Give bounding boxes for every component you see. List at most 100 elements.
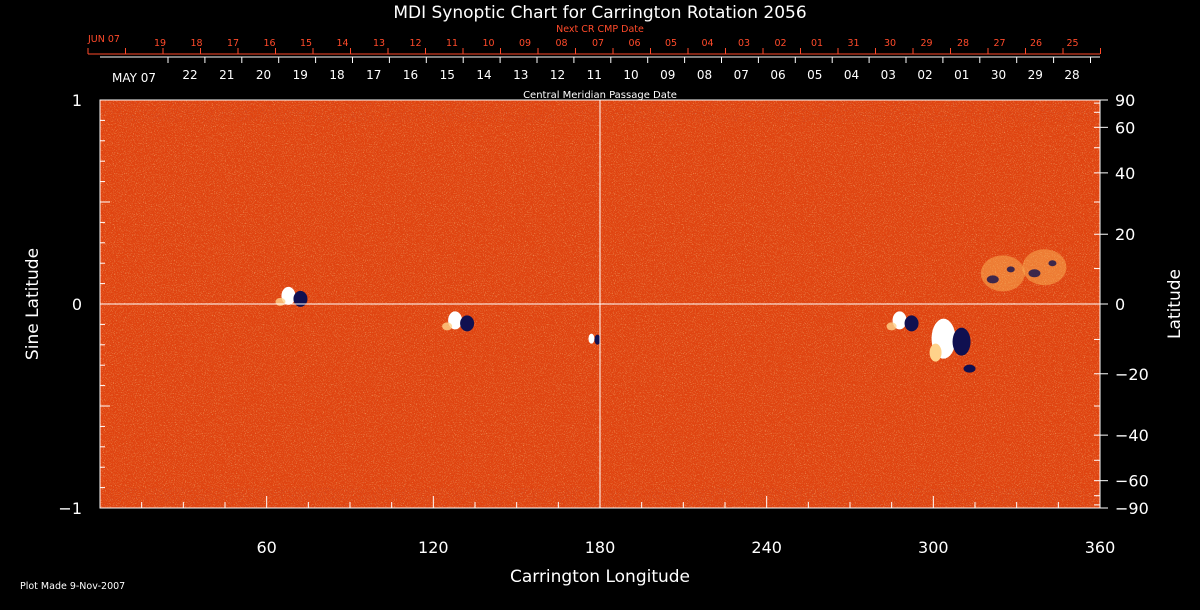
cmp-date-label: 11 <box>587 68 602 82</box>
cmp-date-label: 02 <box>917 68 932 82</box>
cmp-date-label: 22 <box>182 68 197 82</box>
y-left-tick-label: −1 <box>58 499 82 518</box>
plage-fringe <box>886 322 897 331</box>
active-region <box>275 286 308 307</box>
plot-made-footer: Plot Made 9-Nov-2007 <box>20 581 125 592</box>
cmp-date-label: 30 <box>991 68 1006 82</box>
negative-polarity-patch <box>952 327 971 356</box>
negative-polarity-fleck <box>963 364 976 373</box>
cmp-date-label: 12 <box>550 68 565 82</box>
y-right-tick-label: 40 <box>1115 164 1135 183</box>
next-cr-date-label: 19 <box>154 38 166 49</box>
negative-polarity-patch <box>594 334 601 345</box>
active-region <box>442 311 475 332</box>
decaying-plage <box>1022 249 1067 286</box>
cmp-axis-title: Central Meridian Passage Date <box>523 90 677 101</box>
cmp-date-label: 19 <box>293 68 308 82</box>
next-cr-date-label: 02 <box>774 38 786 49</box>
cmp-date-label: 17 <box>366 68 381 82</box>
next-cr-month-label: JUN 07 <box>87 34 120 45</box>
y-right-tick-label: −60 <box>1115 472 1149 491</box>
negative-polarity-fleck <box>1048 260 1057 267</box>
next-cr-axis-title: Next CR CMP Date <box>556 24 644 35</box>
next-cr-date-label: 05 <box>665 38 677 49</box>
decaying-plage <box>980 255 1025 292</box>
x-tick-label: 300 <box>918 538 949 557</box>
next-cr-date-label: 16 <box>263 38 275 49</box>
next-cr-date-label: 09 <box>519 38 531 49</box>
y-left-tick-label: 0 <box>72 295 82 314</box>
cmp-date-label: 20 <box>256 68 271 82</box>
negative-polarity-patch <box>904 315 919 332</box>
x-tick-label: 240 <box>751 538 782 557</box>
next-cr-date-label: 30 <box>884 38 896 49</box>
positive-polarity-fringe <box>929 343 942 362</box>
y-right-tick-label: 90 <box>1115 91 1135 110</box>
y-axis-right-label: Latitude <box>1165 269 1185 339</box>
x-tick-label: 180 <box>585 538 616 557</box>
next-cr-date-label: 08 <box>555 38 567 49</box>
negative-polarity-fleck <box>1028 269 1041 278</box>
next-cr-date-label: 26 <box>1030 38 1042 49</box>
cmp-date-label: 18 <box>329 68 344 82</box>
next-cr-date-label: 15 <box>300 38 312 49</box>
cmp-date-label: 06 <box>770 68 785 82</box>
y-left-tick-label: 1 <box>72 91 82 110</box>
active-regions <box>275 249 1067 373</box>
x-tick-label: 60 <box>256 538 276 557</box>
magnetogram-field <box>100 100 1100 508</box>
cmp-date-label: 13 <box>513 68 528 82</box>
cmp-date-label: 28 <box>1064 68 1079 82</box>
next-cr-date-label: 12 <box>409 38 421 49</box>
cmp-date-label: 15 <box>440 68 455 82</box>
negative-polarity-fleck <box>986 275 999 284</box>
active-region <box>929 318 976 373</box>
cmp-month-label: MAY 07 <box>112 71 156 85</box>
positive-polarity-patch <box>588 333 595 344</box>
y-right-tick-label: 60 <box>1115 118 1135 137</box>
next-cr-date-label: 13 <box>373 38 385 49</box>
y-right-tick-label: −20 <box>1115 365 1149 384</box>
x-axis-label: Carrington Longitude <box>510 567 690 587</box>
cmp-date-label: 29 <box>1028 68 1043 82</box>
next-cr-date-label: 25 <box>1066 38 1078 49</box>
cmp-date-label: 07 <box>734 68 749 82</box>
y-right-tick-label: −40 <box>1115 426 1149 445</box>
next-cr-date-label: 03 <box>738 38 750 49</box>
y-right-tick-label: 20 <box>1115 225 1135 244</box>
cmp-date-label: 21 <box>219 68 234 82</box>
x-axis: 60 120 180 240 300 360 <box>141 496 1116 557</box>
plage-fringe <box>442 322 453 331</box>
cmp-date-label: 10 <box>623 68 638 82</box>
next-cr-date-label: 27 <box>993 38 1005 49</box>
next-cr-date-label: 01 <box>811 38 823 49</box>
next-cr-date-label: 17 <box>227 38 239 49</box>
active-region <box>886 311 919 332</box>
next-cr-date-label: 31 <box>847 38 859 49</box>
active-region <box>1022 249 1067 286</box>
y-axis-left: 1 0 −1 <box>58 91 110 518</box>
negative-polarity-patch <box>460 315 475 332</box>
y-right-tick-label: −90 <box>1115 499 1149 518</box>
x-tick-label: 120 <box>418 538 449 557</box>
active-region <box>980 255 1025 292</box>
plage-fringe <box>275 297 286 306</box>
x-tick-label: 360 <box>1085 538 1116 557</box>
y-axis-right: 90 60 40 20 0 −20 −40 −60 −90 <box>1094 91 1149 518</box>
cmp-date-axis: 22 21 20 19 18 17 16 15 14 13 12 11 10 09 08 07 06 05 04 03… <box>100 56 1100 82</box>
next-cr-date-label: 28 <box>957 38 969 49</box>
chart-title: MDI Synoptic Chart for Carrington Rotati… <box>393 3 806 23</box>
negative-polarity-fleck <box>1006 266 1015 273</box>
cmp-date-label: 01 <box>954 68 969 82</box>
next-cr-date-label: 11 <box>446 38 458 49</box>
negative-polarity-patch <box>293 290 308 307</box>
next-cr-date-label: 18 <box>190 38 202 49</box>
next-cr-date-label: 14 <box>336 38 348 49</box>
next-cr-date-label: 06 <box>628 38 640 49</box>
cmp-date-label: 08 <box>697 68 712 82</box>
active-region <box>588 333 601 345</box>
next-cr-date-label: 10 <box>482 38 494 49</box>
cmp-date-label: 05 <box>807 68 822 82</box>
